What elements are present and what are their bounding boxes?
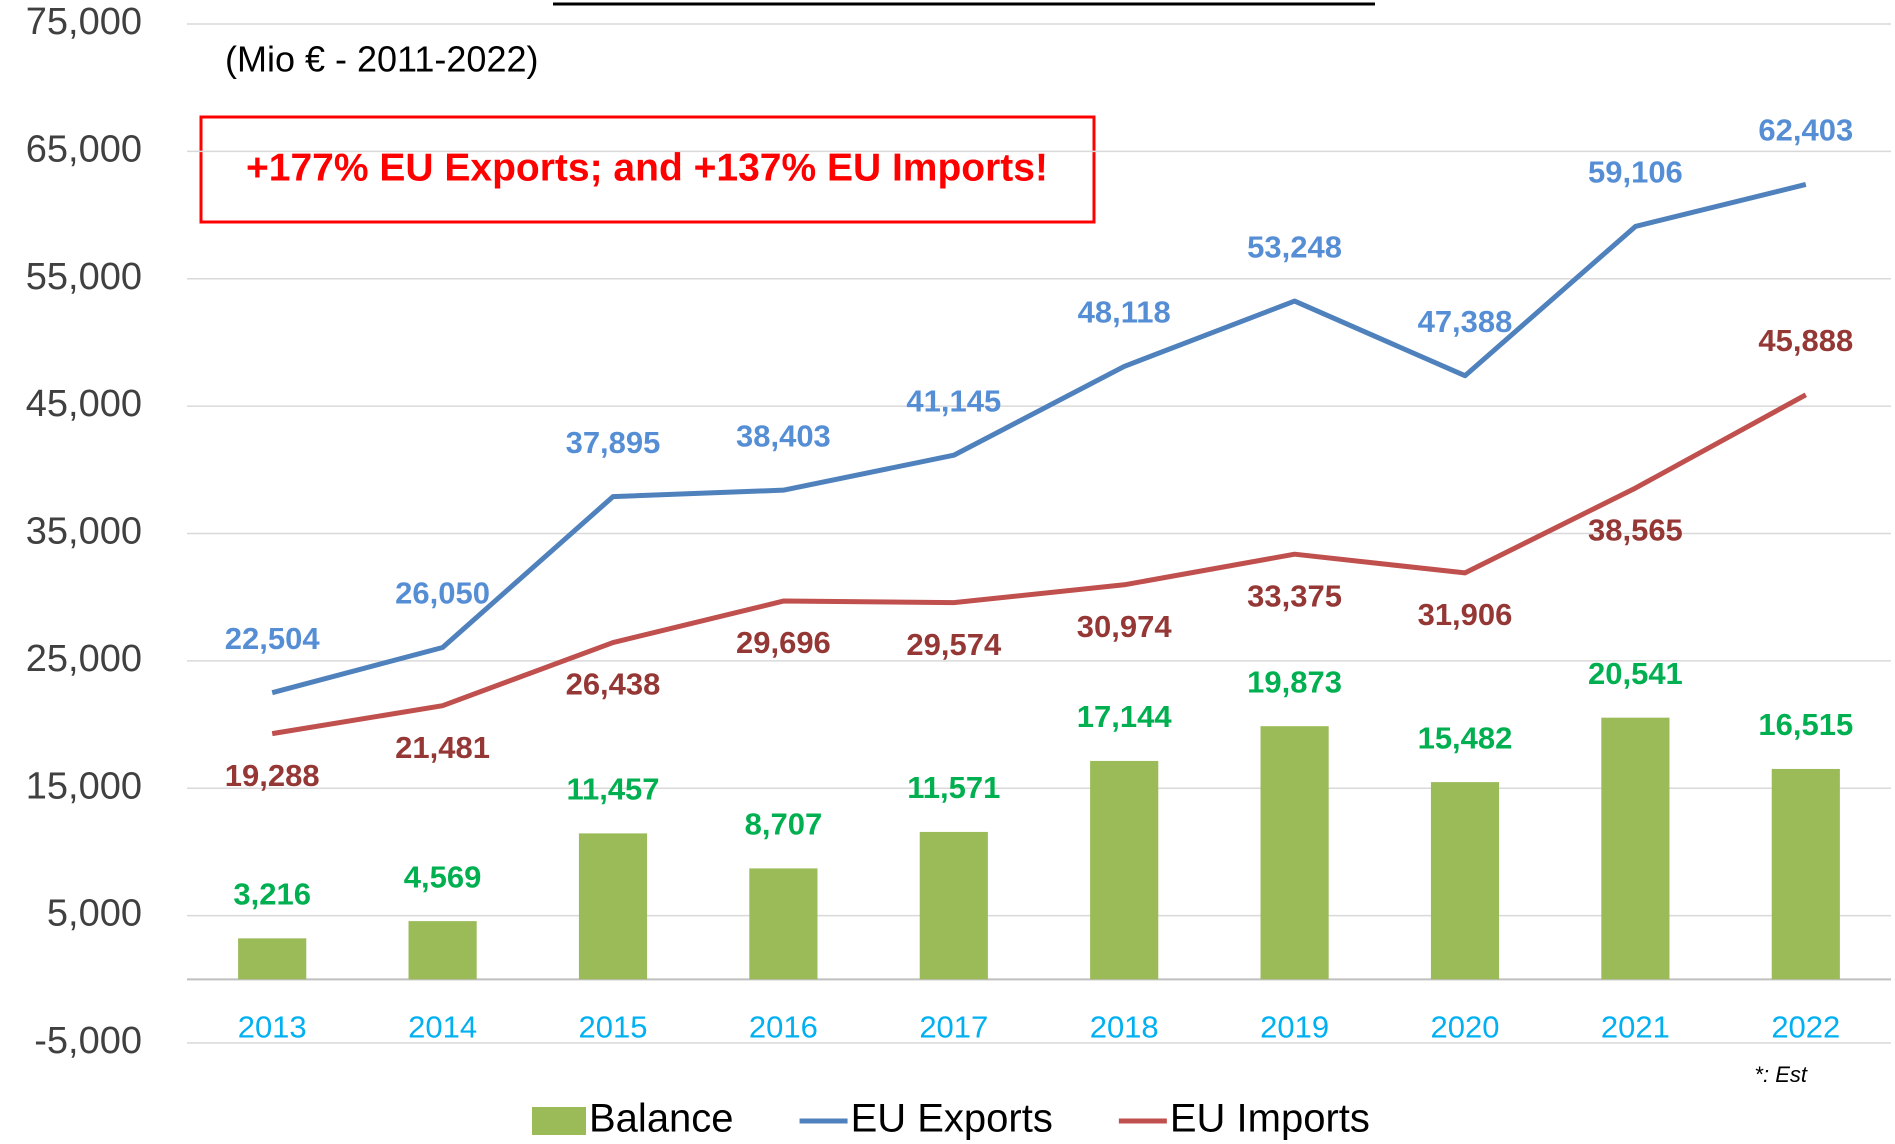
footnote: *: Est (1754, 1062, 1807, 1087)
bar (1601, 717, 1670, 980)
y-tick-label: 25,000 (26, 638, 142, 680)
data-label: 29,574 (906, 627, 1002, 662)
data-label: 31,906 (1418, 597, 1513, 632)
y-tick-label: -5,000 (34, 1020, 142, 1062)
data-label: 37,895 (566, 425, 661, 460)
y-tick-label: 5,000 (47, 893, 142, 935)
bar (1430, 782, 1500, 980)
x-tick-label: 2014 (408, 1010, 477, 1045)
bar (1090, 760, 1159, 980)
data-label: 19,873 (1247, 664, 1342, 699)
data-label: 3,216 (233, 877, 311, 912)
data-label: 59,106 (1588, 155, 1683, 190)
data-label: 38,565 (1588, 512, 1683, 547)
legend-label: Balance (589, 1097, 734, 1141)
data-label: 17,144 (1077, 699, 1173, 734)
x-tick-label: 2021 (1601, 1010, 1670, 1045)
x-tick-label: 2020 (1431, 1010, 1500, 1045)
bar (1260, 726, 1329, 980)
data-label: 4,569 (404, 859, 482, 894)
legend-swatch (532, 1107, 586, 1135)
data-label: 48,118 (1078, 295, 1171, 330)
y-tick-label: 15,000 (26, 765, 142, 807)
data-label: 26,050 (395, 576, 490, 611)
line-series (271, 182, 1807, 696)
data-label: 22,504 (225, 621, 321, 656)
y-tick-label: 75,000 (26, 1, 142, 43)
bar (749, 868, 818, 980)
chart-subtitle: (Mio € - 2011-2022) (225, 39, 539, 80)
bar (238, 938, 307, 980)
data-label: 62,403 (1758, 113, 1853, 148)
y-tick-label: 55,000 (26, 256, 142, 298)
legend-label: EU Imports (1170, 1097, 1370, 1141)
bar (1771, 768, 1840, 980)
data-label: 15,482 (1418, 720, 1513, 755)
data-label: 11,457 (566, 772, 659, 807)
data-label: 45,888 (1758, 323, 1853, 358)
data-label: 33,375 (1247, 578, 1342, 613)
data-label: 21,481 (395, 730, 490, 765)
legend-label: EU Exports (851, 1097, 1053, 1141)
bar (408, 921, 477, 980)
x-tick-label: 2016 (749, 1010, 818, 1045)
bar (919, 831, 988, 980)
data-label: 11,571 (907, 770, 1000, 805)
y-tick-label: 35,000 (26, 511, 142, 553)
annotation-box (199, 115, 1096, 224)
bar (578, 833, 648, 980)
data-label: 19,288 (225, 758, 320, 793)
data-label: 38,403 (736, 418, 831, 453)
data-label: 30,974 (1077, 609, 1173, 644)
data-label: 16,515 (1758, 707, 1853, 742)
data-label: 41,145 (906, 383, 1001, 418)
x-tick-label: 2018 (1090, 1010, 1159, 1045)
data-label: 8,707 (745, 807, 823, 842)
data-label: 20,541 (1588, 656, 1683, 691)
data-label: 26,438 (566, 667, 661, 702)
data-label: 47,388 (1418, 304, 1513, 339)
data-label: 53,248 (1247, 229, 1342, 264)
line-series (271, 392, 1808, 737)
data-label: 29,696 (736, 625, 831, 660)
y-tick-label: 65,000 (26, 128, 142, 170)
annotation: +177% EU Exports; and +137% EU Imports! (246, 146, 1048, 189)
x-tick-label: 2015 (579, 1010, 648, 1045)
x-tick-label: 2019 (1260, 1010, 1329, 1045)
x-tick-label: 2017 (919, 1010, 988, 1045)
x-tick-label: 2022 (1771, 1010, 1840, 1045)
x-tick-label: 2013 (238, 1010, 307, 1045)
y-tick-label: 45,000 (26, 383, 142, 425)
